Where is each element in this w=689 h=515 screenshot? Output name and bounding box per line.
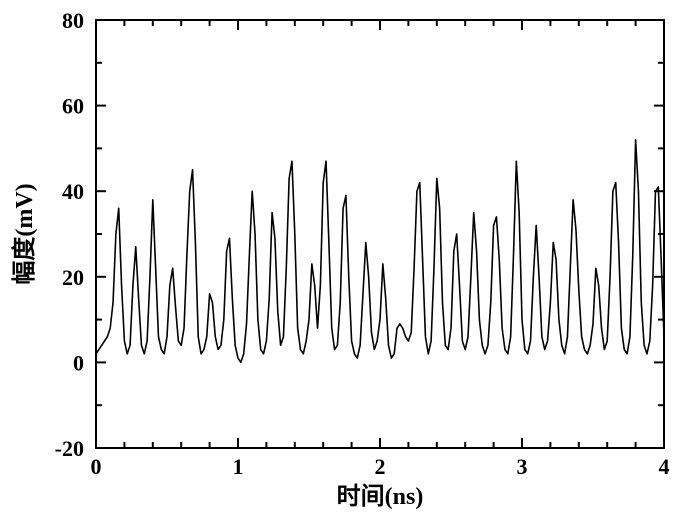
x-tick-label: 4 xyxy=(659,454,670,479)
y-tick-label: -20 xyxy=(55,436,84,461)
chart-container: 0 1 2 3 4 -20 0 20 40 60 80 时间(ns) 幅度(mV) xyxy=(0,0,689,515)
y-tick-label: 0 xyxy=(73,350,84,375)
x-tick-label: 1 xyxy=(233,454,244,479)
x-axis-label: 时间(ns) xyxy=(337,483,424,510)
y-tick-label: 40 xyxy=(62,179,84,204)
x-tick-label: 0 xyxy=(91,454,102,479)
y-axis-label: 幅度(mV) xyxy=(10,183,38,284)
plot-border xyxy=(96,20,664,448)
y-tick-label: 80 xyxy=(62,8,84,33)
y-tick-label: 60 xyxy=(62,94,84,119)
x-tick-label: 3 xyxy=(517,454,528,479)
line-chart: 0 1 2 3 4 -20 0 20 40 60 80 时间(ns) 幅度(mV) xyxy=(0,0,689,515)
y-tick-label: 20 xyxy=(62,265,84,290)
x-tick-label: 2 xyxy=(375,454,386,479)
data-series-line xyxy=(96,140,664,363)
